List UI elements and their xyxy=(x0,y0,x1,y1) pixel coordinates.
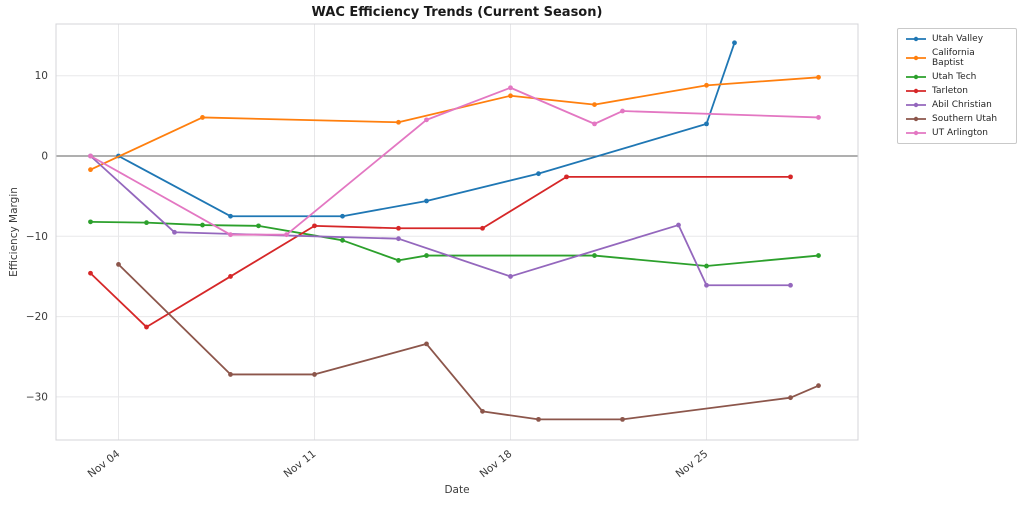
data-point-ut-arlington xyxy=(592,121,597,127)
data-point-california-baptist xyxy=(396,119,401,125)
data-point-california-baptist xyxy=(816,74,821,80)
plot-border xyxy=(55,23,859,441)
x-tick-label-nov-11: Nov 11 xyxy=(282,448,319,480)
legend-item-tarleton: Tarleton xyxy=(905,86,1009,96)
data-point-tarleton xyxy=(88,270,93,276)
legend-line-marker-icon xyxy=(906,74,926,80)
legend-item-abil-christian: Abil Christian xyxy=(905,100,1009,110)
data-point-utah-valley xyxy=(340,213,345,219)
data-point-utah-tech xyxy=(88,219,93,225)
data-point-utah-tech xyxy=(424,253,429,258)
data-point-southern-utah xyxy=(424,341,429,347)
legend: Utah Valley California Baptist Utah Tech Ta… xyxy=(897,28,1017,144)
data-point-southern-utah xyxy=(228,372,233,377)
x-tick-label-nov-25: Nov 25 xyxy=(674,448,711,480)
series-line-ut-arlington xyxy=(89,86,820,236)
chart-title: WAC Efficiency Trends (Current Season) xyxy=(311,5,603,20)
legend-item-utah-valley: Utah Valley xyxy=(905,34,1009,44)
legend-label-abil-christian: Abil Christian xyxy=(932,100,992,110)
data-point-california-baptist xyxy=(88,167,93,173)
y-tick-label-0: 0 xyxy=(41,151,48,163)
data-point-ut-arlington xyxy=(620,108,625,114)
legend-line-marker-icon xyxy=(906,55,926,61)
data-point-california-baptist xyxy=(592,102,597,108)
data-point-utah-tech xyxy=(816,253,821,258)
x-tick-label-nov-18: Nov 18 xyxy=(478,448,515,480)
data-point-tarleton xyxy=(312,223,317,229)
data-point-california-baptist xyxy=(200,115,205,120)
y-tick-label--20: −20 xyxy=(26,311,48,323)
legend-item-ut-arlington: UT Arlington xyxy=(905,128,1009,138)
data-point-southern-utah xyxy=(312,372,317,377)
data-point-tarleton xyxy=(144,324,149,330)
data-point-ut-arlington xyxy=(424,117,429,123)
y-tick-label--30: −30 xyxy=(26,391,48,403)
series-utah-tech xyxy=(88,219,821,269)
data-point-utah-valley xyxy=(732,40,737,46)
data-point-abil-christian xyxy=(788,282,793,288)
data-point-southern-utah xyxy=(480,408,485,414)
data-point-ut-arlington xyxy=(284,232,289,238)
data-point-utah-tech xyxy=(396,257,401,263)
data-point-abil-christian xyxy=(704,282,709,288)
data-point-abil-christian xyxy=(172,229,177,235)
legend-label-southern-utah: Southern Utah xyxy=(932,114,998,124)
data-point-abil-christian xyxy=(396,236,401,242)
series-utah-valley xyxy=(116,40,737,219)
legend-line-marker-icon xyxy=(906,130,926,136)
legend-line-marker-icon xyxy=(906,116,926,122)
x-axis-label: Date xyxy=(444,484,470,496)
data-point-tarleton xyxy=(788,174,793,180)
data-point-ut-arlington xyxy=(228,232,233,238)
data-point-ut-arlington xyxy=(508,85,513,91)
series-line-tarleton xyxy=(89,175,792,328)
data-point-southern-utah xyxy=(816,383,821,389)
legend-line-marker-icon xyxy=(906,88,926,94)
y-tick-label-10: 10 xyxy=(35,70,48,82)
y-tick-label--10: −10 xyxy=(26,231,48,243)
data-point-southern-utah xyxy=(536,416,541,422)
series-line-utah-tech xyxy=(89,220,820,267)
series-tarleton xyxy=(88,174,793,330)
legend-line-marker-icon xyxy=(906,36,926,42)
legend-label-ut-arlington: UT Arlington xyxy=(932,128,988,138)
data-point-utah-tech xyxy=(200,222,205,228)
data-point-utah-valley xyxy=(536,171,541,177)
legend-label-utah-valley: Utah Valley xyxy=(932,34,984,44)
data-point-utah-tech xyxy=(704,263,709,269)
data-point-utah-valley xyxy=(704,121,709,127)
legend-label-tarleton: Tarleton xyxy=(932,86,968,96)
legend-item-california-baptist: California Baptist xyxy=(905,48,1009,68)
data-point-utah-tech xyxy=(340,237,345,243)
legend-label-utah-tech: Utah Tech xyxy=(932,72,977,82)
data-point-tarleton xyxy=(564,174,569,180)
data-point-utah-tech xyxy=(592,253,597,258)
data-point-utah-valley xyxy=(228,213,233,219)
data-point-southern-utah xyxy=(788,395,793,401)
legend-line-marker-icon xyxy=(906,102,926,108)
legend-item-southern-utah: Southern Utah xyxy=(905,114,1009,124)
data-point-utah-tech xyxy=(256,223,261,229)
data-point-tarleton xyxy=(396,225,401,231)
data-point-abil-christian xyxy=(676,222,681,228)
data-point-utah-tech xyxy=(144,220,149,226)
data-point-ut-arlington xyxy=(88,153,93,159)
data-point-california-baptist xyxy=(508,93,513,99)
data-point-tarleton xyxy=(480,225,485,231)
data-point-abil-christian xyxy=(508,274,513,279)
data-point-southern-utah xyxy=(620,416,625,422)
data-point-ut-arlington xyxy=(816,115,821,120)
series-california-baptist xyxy=(88,74,821,173)
series-southern-utah xyxy=(116,262,821,422)
series-ut-arlington xyxy=(88,85,821,238)
data-point-tarleton xyxy=(228,274,233,279)
data-point-southern-utah xyxy=(116,262,121,267)
x-tick-label-nov-04: Nov 04 xyxy=(86,448,123,481)
data-point-utah-valley xyxy=(424,198,429,204)
legend-item-utah-tech: Utah Tech xyxy=(905,72,1009,82)
legend-label-california-baptist: California Baptist xyxy=(932,48,975,68)
data-point-california-baptist xyxy=(704,82,709,88)
